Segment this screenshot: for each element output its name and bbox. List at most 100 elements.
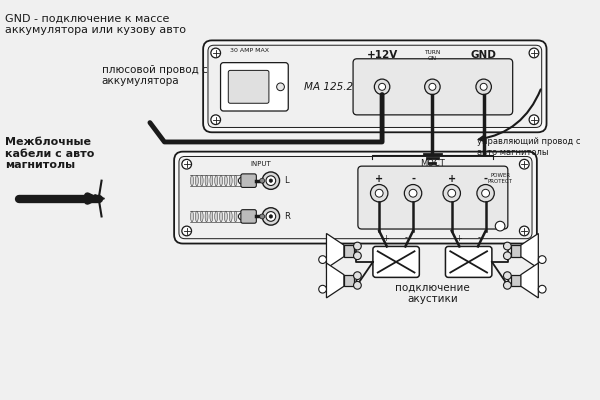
Circle shape: [425, 79, 440, 94]
Ellipse shape: [200, 211, 203, 222]
Text: -: -: [411, 174, 415, 184]
FancyBboxPatch shape: [241, 210, 256, 223]
Circle shape: [520, 226, 529, 236]
Circle shape: [503, 282, 511, 289]
Circle shape: [374, 79, 390, 94]
FancyBboxPatch shape: [221, 63, 288, 111]
Circle shape: [482, 189, 490, 197]
Circle shape: [182, 226, 191, 236]
Text: Межблочные
кабели с авто
магнитолы: Межблочные кабели с авто магнитолы: [5, 137, 94, 170]
Text: INPUT: INPUT: [251, 161, 272, 167]
Circle shape: [404, 184, 422, 202]
Circle shape: [182, 159, 191, 169]
Ellipse shape: [224, 175, 227, 186]
FancyBboxPatch shape: [445, 246, 492, 277]
Polygon shape: [326, 234, 344, 268]
Text: МОСТ: МОСТ: [421, 159, 445, 168]
Ellipse shape: [196, 175, 198, 186]
Ellipse shape: [224, 211, 227, 222]
Text: -: -: [405, 234, 408, 242]
FancyBboxPatch shape: [241, 174, 256, 188]
Ellipse shape: [191, 175, 193, 186]
Ellipse shape: [210, 211, 213, 222]
Polygon shape: [344, 245, 353, 257]
Ellipse shape: [234, 175, 237, 186]
Ellipse shape: [196, 211, 198, 222]
Ellipse shape: [229, 175, 232, 186]
Circle shape: [269, 179, 272, 182]
FancyBboxPatch shape: [174, 152, 537, 244]
Circle shape: [260, 178, 265, 183]
Text: +: +: [448, 174, 456, 184]
Circle shape: [266, 176, 275, 186]
Text: TURN
ON: TURN ON: [424, 50, 440, 61]
Circle shape: [443, 184, 460, 202]
Circle shape: [503, 252, 511, 260]
FancyBboxPatch shape: [203, 40, 547, 132]
FancyBboxPatch shape: [358, 166, 508, 229]
Circle shape: [538, 285, 546, 293]
Text: GND - подключение к массе
аккумулятора или кузову авто: GND - подключение к массе аккумулятора и…: [5, 13, 186, 35]
Polygon shape: [326, 263, 344, 298]
Text: МА 125.2: МА 125.2: [304, 82, 353, 92]
Ellipse shape: [234, 211, 237, 222]
Circle shape: [262, 208, 280, 225]
Text: -: -: [484, 174, 488, 184]
Circle shape: [375, 189, 383, 197]
Circle shape: [503, 242, 511, 250]
Ellipse shape: [220, 211, 223, 222]
Ellipse shape: [229, 211, 232, 222]
Circle shape: [211, 48, 221, 58]
Circle shape: [238, 177, 245, 184]
Ellipse shape: [220, 175, 223, 186]
Text: 30 AMP MAX: 30 AMP MAX: [230, 48, 269, 53]
Circle shape: [503, 272, 511, 280]
Text: управляющий провод с
авто магнитолы: управляющий провод с авто магнитолы: [477, 137, 580, 156]
Text: GND: GND: [471, 50, 497, 60]
Text: +12V: +12V: [367, 50, 398, 60]
Polygon shape: [95, 195, 104, 202]
Circle shape: [370, 184, 388, 202]
Circle shape: [379, 83, 386, 90]
Circle shape: [266, 212, 275, 221]
FancyBboxPatch shape: [208, 45, 542, 128]
Polygon shape: [511, 245, 521, 257]
Circle shape: [538, 256, 546, 264]
Circle shape: [476, 79, 491, 94]
Text: POWER
PROTECT: POWER PROTECT: [488, 173, 512, 184]
Circle shape: [269, 215, 272, 218]
Circle shape: [495, 221, 505, 231]
Polygon shape: [344, 275, 353, 286]
Circle shape: [477, 184, 494, 202]
Circle shape: [319, 256, 326, 264]
Circle shape: [529, 48, 539, 58]
Ellipse shape: [191, 211, 193, 222]
Text: +: +: [382, 234, 389, 242]
Circle shape: [480, 83, 487, 90]
Text: -: -: [478, 234, 481, 242]
FancyBboxPatch shape: [179, 156, 532, 239]
Ellipse shape: [215, 211, 218, 222]
Circle shape: [409, 189, 417, 197]
FancyBboxPatch shape: [353, 59, 512, 115]
Text: L: L: [284, 176, 289, 185]
Circle shape: [520, 159, 529, 169]
Circle shape: [262, 172, 280, 189]
Ellipse shape: [215, 175, 218, 186]
Circle shape: [211, 115, 221, 124]
Circle shape: [277, 83, 284, 91]
Ellipse shape: [205, 211, 208, 222]
Ellipse shape: [205, 175, 208, 186]
Circle shape: [429, 83, 436, 90]
FancyBboxPatch shape: [228, 70, 269, 103]
Text: +: +: [455, 234, 462, 242]
Text: R: R: [284, 212, 290, 221]
Circle shape: [353, 252, 361, 260]
Polygon shape: [521, 234, 538, 268]
Text: +: +: [375, 174, 383, 184]
Ellipse shape: [200, 175, 203, 186]
Circle shape: [529, 115, 539, 124]
Ellipse shape: [210, 175, 213, 186]
Circle shape: [353, 282, 361, 289]
Circle shape: [353, 272, 361, 280]
